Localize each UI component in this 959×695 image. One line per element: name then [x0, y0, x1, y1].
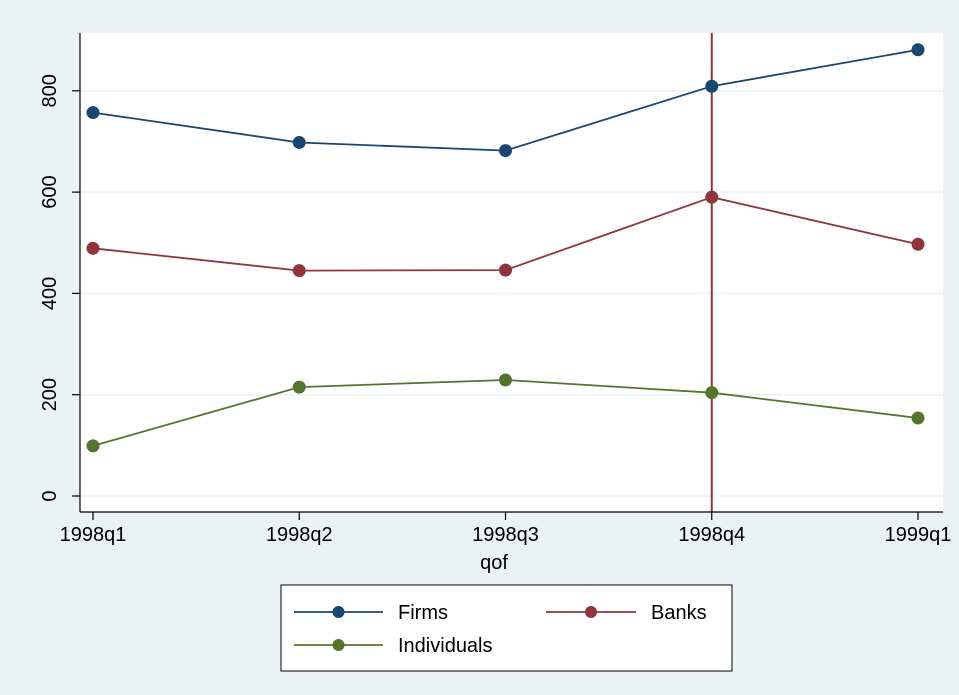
y-tick-label: 0	[39, 490, 61, 501]
legend-swatch-marker	[332, 606, 345, 618]
x-tick-label: 1998q2	[266, 524, 333, 546]
data-point	[705, 386, 719, 400]
data-point	[705, 79, 719, 93]
legend-swatch-marker	[332, 639, 345, 651]
data-point	[911, 43, 925, 57]
y-ticks: 0 200 400 600 800	[39, 74, 80, 502]
legend-box	[280, 584, 733, 672]
series-layer	[86, 43, 925, 453]
data-point	[499, 373, 512, 387]
y-tick-label: 200	[39, 378, 61, 411]
y-tick-label: 800	[39, 74, 61, 107]
series-banks	[86, 190, 925, 278]
y-tick-label: 600	[39, 175, 61, 208]
data-point	[86, 106, 100, 120]
legend-item: Banks	[546, 602, 707, 624]
data-point	[86, 241, 100, 255]
series-individuals	[86, 373, 925, 453]
legend: Firms Banks Individuals	[280, 584, 733, 672]
gridlines	[80, 90, 943, 497]
x-tick-label: 1998q1	[60, 524, 127, 546]
data-point	[911, 237, 925, 251]
x-axis-title: qof	[480, 552, 508, 574]
legend-item: Individuals	[294, 635, 493, 657]
data-point	[292, 135, 306, 149]
legend-label: Firms	[398, 602, 448, 624]
legend-label: Banks	[651, 602, 707, 624]
data-point	[499, 263, 512, 277]
data-point	[292, 264, 306, 278]
data-point	[705, 190, 719, 204]
x-ticks: 1998q1 1998q2 1998q3 1998q4 1999q1	[60, 512, 952, 546]
data-point	[911, 411, 925, 425]
legend-item: Firms	[294, 602, 448, 624]
axes	[79, 33, 943, 513]
legend-label: Individuals	[398, 635, 493, 657]
legend-swatch-marker	[585, 606, 597, 618]
y-tick-label: 400	[39, 277, 61, 310]
data-point	[499, 144, 512, 158]
x-tick-label: 1998q4	[678, 524, 745, 546]
series-firms	[86, 43, 925, 158]
x-tick-label: 1999q1	[885, 524, 952, 546]
x-tick-label: 1998q3	[472, 524, 539, 546]
data-point	[86, 439, 100, 453]
data-point	[292, 380, 306, 394]
